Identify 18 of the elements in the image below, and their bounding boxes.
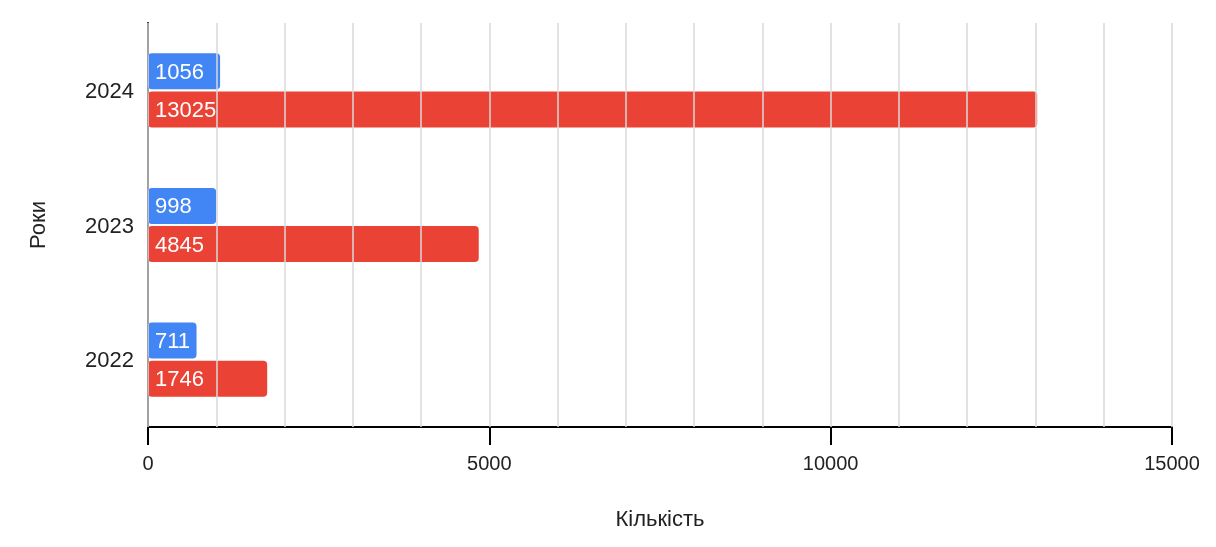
bar xyxy=(148,360,268,397)
x-tick-label: 0 xyxy=(142,452,154,474)
y-tick-label: 2022 xyxy=(85,347,134,373)
bar xyxy=(148,226,479,263)
y-tick-label: 2023 xyxy=(85,212,134,238)
data-label: 711 xyxy=(155,328,191,354)
data-label: 998 xyxy=(155,193,192,219)
data-label: 13025 xyxy=(155,96,217,122)
x-tick-label: 5000 xyxy=(467,452,512,474)
data-label: 1746 xyxy=(155,366,204,392)
x-tick-label: 10000 xyxy=(802,452,859,474)
y-tick-label: 2024 xyxy=(85,77,134,103)
bar xyxy=(148,91,1038,128)
y-axis-title: Роки xyxy=(24,201,50,249)
data-label: 1056 xyxy=(155,58,204,84)
x-tick-label: 15000 xyxy=(1144,452,1200,474)
data-label: 4845 xyxy=(155,231,204,257)
x-axis-title: Кількість xyxy=(615,505,705,531)
